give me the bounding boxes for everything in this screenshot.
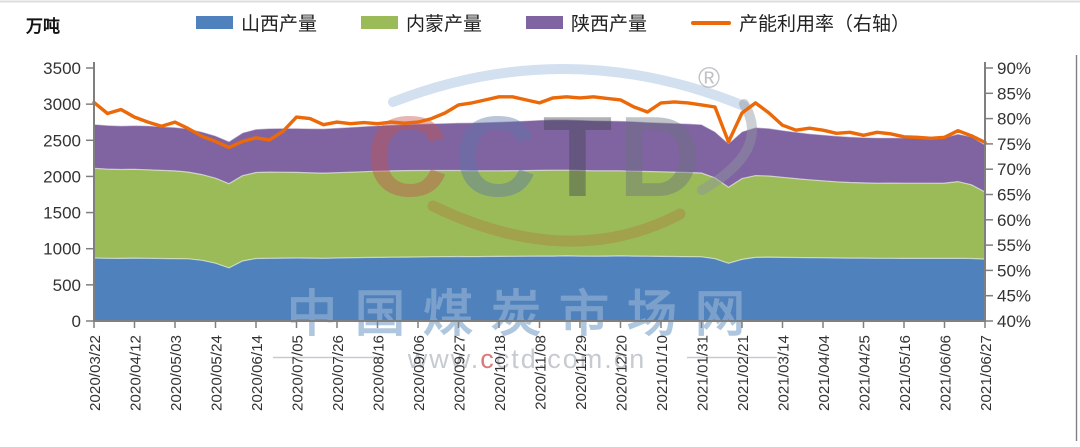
right-axis-tick-label: 85% bbox=[997, 84, 1031, 103]
right-axis-tick-label: 40% bbox=[997, 312, 1031, 331]
right-axis-tick-label: 80% bbox=[997, 110, 1031, 129]
legend-swatch bbox=[361, 16, 399, 29]
x-axis-tick-label: 2021/02/21 bbox=[735, 335, 752, 411]
watermark-arc-bottom bbox=[427, 200, 686, 247]
x-axis-tick-label: 2020/07/05 bbox=[290, 335, 307, 411]
legend-label: 内蒙产量 bbox=[406, 14, 483, 35]
x-axis-tick-label: 2020/11/29 bbox=[573, 335, 590, 410]
x-axis-tick-label: 2020/07/26 bbox=[330, 335, 347, 411]
right-axis-tick-label: 70% bbox=[997, 160, 1031, 179]
x-axis-tick-label: 2021/05/16 bbox=[897, 335, 914, 411]
x-axis-tick-label: 2020/05/24 bbox=[209, 335, 226, 411]
legend-line-marker bbox=[691, 20, 732, 25]
left-axis-tick-label: 500 bbox=[53, 276, 81, 295]
area-series-neimeng bbox=[94, 168, 985, 268]
right-axis-tick-label: 55% bbox=[997, 236, 1031, 255]
legend-item-0: 山西产量 bbox=[196, 9, 317, 36]
x-axis-tick-label: 2021/06/27 bbox=[978, 335, 995, 411]
x-axis-tick-label: 2020/04/12 bbox=[128, 335, 145, 411]
utilization-line bbox=[92, 95, 987, 150]
x-axis-tick-label: 2021/04/04 bbox=[816, 335, 833, 411]
x-axis-tick-label: 2021/01/31 bbox=[695, 335, 712, 411]
x-axis-tick-label: 2020/10/18 bbox=[492, 335, 509, 411]
watermark-arc-top bbox=[388, 64, 749, 111]
x-axis-tick-label: 2020/09/06 bbox=[411, 335, 428, 411]
left-axis-tick-label: 1500 bbox=[43, 204, 81, 223]
legend-swatch bbox=[526, 16, 564, 29]
legend-label: 山西产量 bbox=[241, 14, 318, 35]
y-axis-unit-label: 万吨 bbox=[26, 17, 60, 36]
axes: 0 500 1000 1500 2000 2500 3000 3500 40% 45% 50% 55%… bbox=[43, 59, 1031, 411]
right-axis-tick-label: 60% bbox=[997, 211, 1031, 230]
x-axis-tick-label: 2020/12/20 bbox=[614, 335, 631, 411]
area-series-shaanxi bbox=[94, 119, 985, 192]
watermark-logo-letters: CCTD bbox=[366, 94, 707, 221]
left-axis-tick-label: 3000 bbox=[43, 95, 81, 114]
area-top-edge bbox=[93, 118, 986, 146]
left-axis-tick-label: 3500 bbox=[43, 59, 81, 78]
right-axis-tick-label: 90% bbox=[997, 59, 1031, 78]
area-top-edge bbox=[93, 255, 986, 269]
left-axis-tick-label: 1000 bbox=[43, 240, 81, 259]
x-axis-tick-label: 2020/08/16 bbox=[371, 335, 388, 411]
stacked-areas bbox=[93, 118, 986, 321]
right-axis-tick-label: 50% bbox=[997, 261, 1031, 280]
area-top-edge bbox=[93, 167, 986, 193]
left-axis-tick-label: 0 bbox=[72, 312, 81, 331]
x-axis-tick-label: 2021/01/10 bbox=[654, 335, 671, 411]
x-axis-tick-label: 2021/06/06 bbox=[938, 335, 955, 411]
x-axis-tick-label: 2020/11/08 bbox=[533, 335, 550, 410]
right-axis-tick-label: 45% bbox=[997, 287, 1031, 306]
watermark-site-url: www.cctd.com.cn bbox=[407, 344, 647, 374]
left-axis-tick-label: 2500 bbox=[43, 131, 81, 150]
right-axis-tick-label: 75% bbox=[997, 135, 1031, 154]
x-axis-tick-label: 2020/09/27 bbox=[452, 335, 469, 411]
left-axis-tick-label: 2000 bbox=[43, 167, 81, 186]
watermark-site-name: 中国煤炭市场网 bbox=[287, 286, 763, 342]
legend-item-1: 内蒙产量 bbox=[361, 9, 482, 36]
x-axis-tick-label: 2020/06/14 bbox=[249, 335, 266, 411]
legend-swatch bbox=[196, 16, 233, 29]
legend-label: 产能利用率（右轴） bbox=[739, 14, 911, 35]
area-series-shanxi bbox=[94, 255, 985, 321]
registered-trademark-icon: ® bbox=[698, 62, 720, 95]
x-axis-tick-label: 2020/05/03 bbox=[168, 335, 185, 411]
legend-item-3: 产能利用率（右轴） bbox=[691, 9, 910, 36]
legend-item-2: 陕西产量 bbox=[526, 9, 647, 36]
x-axis-tick-label: 2021/03/14 bbox=[776, 335, 793, 411]
legend-label: 陕西产量 bbox=[571, 14, 648, 35]
x-axis-tick-label: 2021/04/25 bbox=[857, 335, 874, 411]
x-axis-tick-label: 2020/03/22 bbox=[87, 335, 104, 411]
chart-legend: 山西产量 内蒙产量 陕西产量 产能利用率（右轴） bbox=[196, 9, 910, 36]
watermark-arc-right bbox=[697, 99, 757, 195]
right-axis-tick-label: 65% bbox=[997, 186, 1031, 205]
